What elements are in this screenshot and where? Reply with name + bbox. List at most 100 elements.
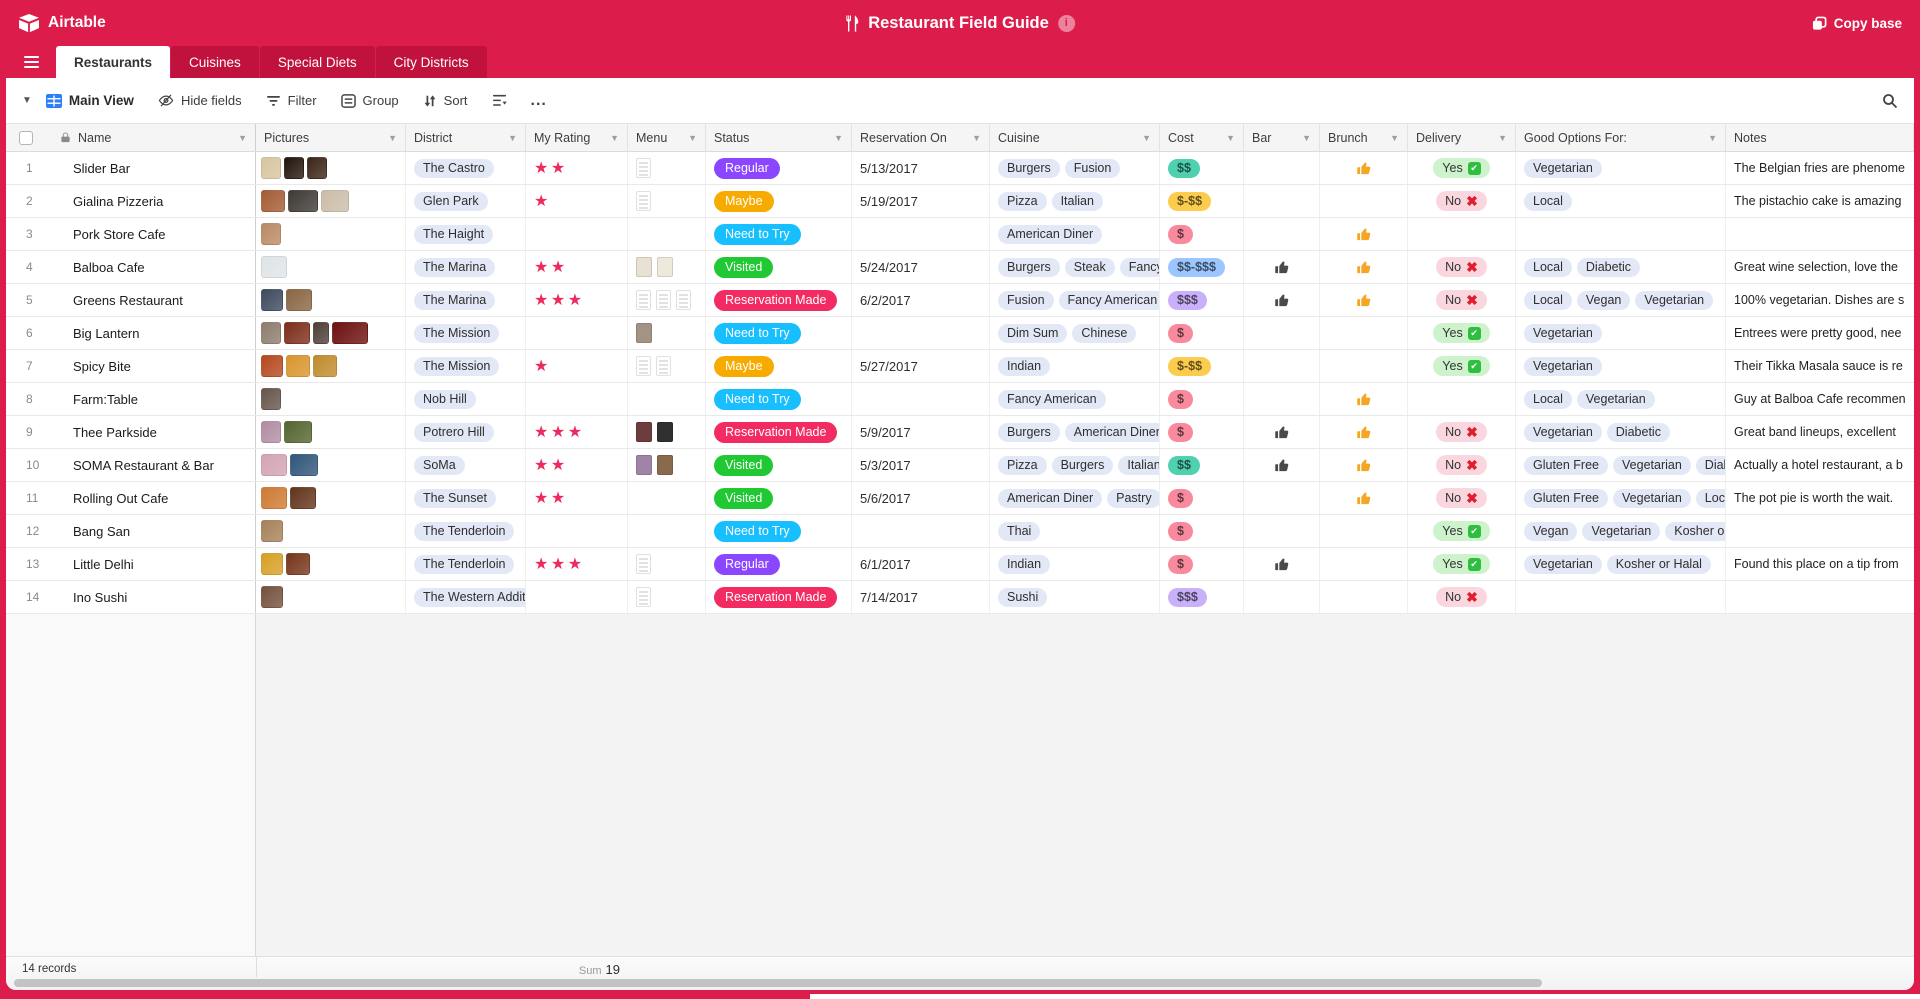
cell-good-options-for[interactable]: Local Diabetic	[1516, 251, 1726, 283]
cell-menu[interactable]	[628, 185, 706, 217]
select-all-checkbox[interactable]	[19, 130, 33, 145]
menu-document-thumbnail[interactable]	[636, 158, 651, 178]
cell-cost[interactable]: $$-$$$	[1160, 251, 1244, 283]
cell-status[interactable]: Visited	[706, 449, 852, 481]
cell-bar[interactable]	[1244, 482, 1320, 514]
cell-good-options-for[interactable]: Gluten FreeVegetarianDiabetic	[1516, 449, 1726, 481]
photo-thumbnail[interactable]	[261, 256, 287, 278]
cell-notes[interactable]: Guy at Balboa Cafe recommen	[1726, 383, 1914, 415]
chevron-down-icon[interactable]: ▼	[508, 132, 517, 143]
cell-bar[interactable]	[1244, 251, 1320, 283]
row-number[interactable]: 14	[26, 590, 40, 604]
menu-image-thumbnail[interactable]	[636, 422, 652, 442]
cell-reservation-on[interactable]	[852, 317, 990, 349]
cell-reservation-on[interactable]: 5/3/2017	[852, 449, 990, 481]
cell-cuisine[interactable]: American Diner Pastry	[990, 482, 1160, 514]
cell-name[interactable]: 11 Rolling Out Cafe	[6, 482, 256, 514]
cell-cost[interactable]: $	[1160, 482, 1244, 514]
cell-menu[interactable]	[628, 218, 706, 250]
cell-cost[interactable]: $-$$	[1160, 185, 1244, 217]
cell-pictures[interactable]	[256, 482, 406, 514]
cell-my-rating[interactable]: ★★	[526, 152, 628, 184]
cell-status[interactable]: Regular	[706, 548, 852, 580]
cell-cuisine[interactable]: Sushi	[990, 581, 1160, 613]
cell-notes[interactable]: Great band lineups, excellent	[1726, 416, 1914, 448]
cell-brunch[interactable]	[1320, 185, 1408, 217]
chevron-down-icon[interactable]: ▼	[1708, 132, 1717, 143]
photo-thumbnail[interactable]	[261, 190, 285, 212]
cell-bar[interactable]	[1244, 152, 1320, 184]
column-header-good-options-for[interactable]: Good Options For: ▼	[1516, 124, 1726, 151]
cell-name[interactable]: 3 Pork Store Cafe	[6, 218, 256, 250]
cell-bar[interactable]	[1244, 581, 1320, 613]
cell-menu[interactable]	[628, 482, 706, 514]
column-header-my-rating[interactable]: My Rating ▼	[526, 124, 628, 151]
cell-menu[interactable]	[628, 350, 706, 382]
menu-document-thumbnail[interactable]	[636, 356, 651, 376]
photo-thumbnail[interactable]	[284, 421, 312, 443]
cell-status[interactable]: Visited	[706, 251, 852, 283]
menu-document-thumbnail[interactable]	[636, 587, 651, 607]
filter-button[interactable]: Filter	[266, 93, 317, 108]
cell-reservation-on[interactable]: 5/27/2017	[852, 350, 990, 382]
cell-menu[interactable]	[628, 449, 706, 481]
row-number[interactable]: 11	[26, 491, 39, 505]
cell-cuisine[interactable]: Burgers Fusion	[990, 152, 1160, 184]
cell-status[interactable]: Regular	[706, 152, 852, 184]
cell-name[interactable]: 6 Big Lantern	[6, 317, 256, 349]
chevron-down-icon[interactable]: ▼	[610, 132, 619, 143]
cell-menu[interactable]	[628, 383, 706, 415]
cell-district[interactable]: The Mission	[406, 350, 526, 382]
cell-my-rating[interactable]	[526, 581, 628, 613]
cell-delivery[interactable]: No ✖	[1408, 284, 1516, 316]
photo-thumbnail[interactable]	[288, 190, 318, 212]
cell-district[interactable]: Nob Hill	[406, 383, 526, 415]
cell-cuisine[interactable]: Dim Sum Chinese	[990, 317, 1160, 349]
chevron-down-icon[interactable]: ▼	[1302, 132, 1311, 143]
menu-image-thumbnail[interactable]	[657, 257, 673, 277]
cell-name[interactable]: 9 Thee Parkside	[6, 416, 256, 448]
cell-reservation-on[interactable]: 6/2/2017	[852, 284, 990, 316]
cell-good-options-for[interactable]: Local Vegetarian	[1516, 383, 1726, 415]
cell-brunch[interactable]	[1320, 251, 1408, 283]
cell-brunch[interactable]	[1320, 515, 1408, 547]
sort-button[interactable]: Sort	[423, 93, 468, 108]
cell-district[interactable]: The Marina	[406, 251, 526, 283]
photo-thumbnail[interactable]	[332, 322, 368, 344]
cell-my-rating[interactable]: ★★★	[526, 284, 628, 316]
cell-pictures[interactable]	[256, 152, 406, 184]
photo-thumbnail[interactable]	[321, 190, 349, 212]
column-header-pictures[interactable]: Pictures ▼	[256, 124, 406, 151]
cell-brunch[interactable]	[1320, 383, 1408, 415]
cell-my-rating[interactable]: ★★★	[526, 548, 628, 580]
rating-summary[interactable]: Sum 19	[528, 962, 620, 977]
cell-bar[interactable]	[1244, 317, 1320, 349]
copy-base-button[interactable]: Copy base	[1812, 16, 1902, 31]
cell-menu[interactable]	[628, 251, 706, 283]
menu-document-thumbnail[interactable]	[636, 290, 651, 310]
row-number[interactable]: 10	[26, 458, 40, 472]
row-number[interactable]: 1	[26, 161, 33, 175]
cell-cost[interactable]: $	[1160, 515, 1244, 547]
tab-restaurants[interactable]: Restaurants	[56, 46, 171, 78]
search-button[interactable]	[1882, 93, 1898, 109]
cell-status[interactable]: Reservation Made	[706, 284, 852, 316]
airtable-brand[interactable]: Airtable	[18, 13, 106, 33]
cell-my-rating[interactable]: ★★	[526, 251, 628, 283]
cell-cost[interactable]: $	[1160, 548, 1244, 580]
cell-status[interactable]: Visited	[706, 482, 852, 514]
cell-district[interactable]: The Haight	[406, 218, 526, 250]
cell-pictures[interactable]	[256, 317, 406, 349]
cell-brunch[interactable]	[1320, 581, 1408, 613]
cell-good-options-for[interactable]: Vegetarian	[1516, 350, 1726, 382]
cell-brunch[interactable]	[1320, 548, 1408, 580]
cell-cuisine[interactable]: Pizza Italian	[990, 185, 1160, 217]
cell-notes[interactable]	[1726, 515, 1914, 547]
cell-delivery[interactable]: No ✖	[1408, 581, 1516, 613]
cell-pictures[interactable]	[256, 185, 406, 217]
cell-status[interactable]: Need to Try	[706, 317, 852, 349]
photo-thumbnail[interactable]	[261, 223, 281, 245]
cell-bar[interactable]	[1244, 449, 1320, 481]
cell-bar[interactable]	[1244, 284, 1320, 316]
cell-pictures[interactable]	[256, 284, 406, 316]
